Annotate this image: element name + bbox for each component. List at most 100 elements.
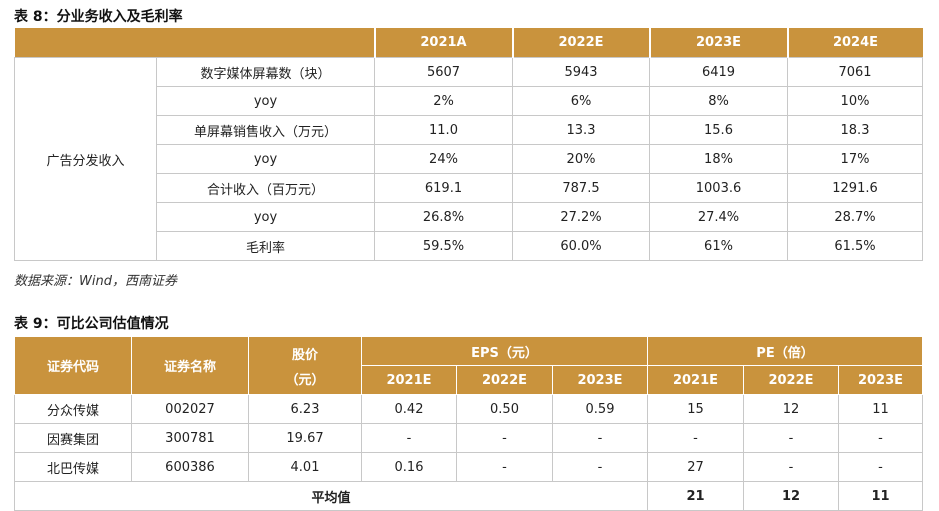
header-price-line2: （元） [285,372,325,388]
header-price: 股价 （元） [248,336,362,395]
header-2024e: 2024E [786,28,923,58]
cell: 13.3 [512,115,650,145]
table-row: 合计收入（百万元） 619.1 787.5 1003.6 1291.6 [15,173,923,203]
cell: 5943 [512,57,650,87]
company-code: 300781 [131,423,249,453]
cell: 10% [787,86,923,116]
cell: 5607 [374,57,513,87]
pe: 11 [837,394,924,424]
table-row: 因赛集团 300781 19.67 - - - - - - [14,423,924,453]
table-row: yoy 24% 20% 18% 17% [15,144,923,174]
company-code: 002027 [131,394,249,424]
header-year: 2023E [837,365,924,395]
eps: 0.16 [361,452,457,482]
pe: 15 [647,394,744,424]
header-year: 2023E [552,365,648,395]
row-label: 数字媒体屏幕数（块） [156,57,375,87]
eps: - [552,423,648,453]
header-year: 2021E [647,365,744,395]
pe: 27 [647,452,744,482]
average-label: 平均值 [14,481,648,511]
pe-average: 21 [647,481,744,511]
price: 4.01 [248,452,362,482]
eps: 0.59 [552,394,648,424]
cell: 27.4% [649,202,788,232]
header-pe: PE（倍） [646,336,924,366]
cell: 17% [787,144,923,174]
cell: 787.5 [512,173,650,203]
header-blank [14,28,375,58]
cell: 7061 [787,57,923,87]
table-row: 北巴传媒 600386 4.01 0.16 - - 27 - - [14,452,924,482]
group-label: 广告分发收入 [14,57,157,261]
row-label: 毛利率 [156,231,375,261]
table-header-row: 2021E 2022E 2023E 2021E 2022E 2023E [15,365,924,395]
price: 6.23 [248,394,362,424]
cell: 28.7% [787,202,923,232]
cell: 11.0 [374,115,513,145]
pe: 12 [743,394,839,424]
table-row: 毛利率 59.5% 60.0% 61% 61.5% [15,231,923,261]
cell: 6419 [649,57,788,87]
company-name: 分众传媒 [14,394,132,424]
header-year: 2022E [456,365,553,395]
table-header-row: 2021A 2022E 2023E 2024E [14,28,923,58]
table-row: yoy 26.8% 27.2% 27.4% 28.7% [15,202,923,232]
table-comparable-valuation: 证券代码 证券名称 股价 （元） EPS（元） PE（倍） 2021E 2022… [14,336,924,511]
cell: 59.5% [374,231,513,261]
cell: 61% [649,231,788,261]
header-2021a: 2021A [373,28,513,58]
eps: - [552,452,648,482]
cell: 6% [512,86,650,116]
company-name: 因赛集团 [14,423,132,453]
cell: 20% [512,144,650,174]
table-header-row: 证券代码 证券名称 股价 （元） EPS（元） PE（倍） [14,336,924,395]
row-label: yoy [156,144,375,174]
table8-title: 表 8：分业务收入及毛利率 [14,9,183,25]
eps: 0.50 [456,394,553,424]
pe: - [647,423,744,453]
table-row: 广告分发收入 数字媒体屏幕数（块） 5607 5943 6419 7061 [14,57,923,261]
cell: 1291.6 [787,173,923,203]
cell: 8% [649,86,788,116]
company-name: 北巴传媒 [14,452,132,482]
cell: 1003.6 [649,173,788,203]
eps: 0.42 [361,394,457,424]
cell: 619.1 [374,173,513,203]
table-business-revenue: 2021A 2022E 2023E 2024E 广告分发收入 数字媒体屏幕数（块… [14,28,923,261]
header-year: 2021E [361,365,457,395]
pe-average: 11 [837,481,924,511]
header-price-line1: 股价 [291,347,318,363]
header-2022e: 2022E [511,28,650,58]
data-source-note: 数据来源：Wind，西南证券 [14,274,177,289]
cell: 2% [374,86,513,116]
row-label: 合计收入（百万元） [156,173,375,203]
row-label: 单屏幕销售收入（万元） [156,115,375,145]
cell: 15.6 [649,115,788,145]
header-code: 证券代码 [14,336,132,395]
pe: - [837,452,924,482]
eps: - [456,452,553,482]
header-2023e: 2023E [648,28,788,58]
cell: 18% [649,144,788,174]
cell: 24% [374,144,513,174]
row-label: yoy [156,202,375,232]
header-name: 证券名称 [131,336,249,395]
cell: 27.2% [512,202,650,232]
price: 19.67 [248,423,362,453]
cell: 61.5% [787,231,923,261]
row-label: yoy [156,86,375,116]
pe-average: 12 [743,481,839,511]
pe: - [743,452,839,482]
pe: - [743,423,839,453]
average-row: 平均值 21 12 11 [14,481,924,511]
cell: 26.8% [374,202,513,232]
table-row: 单屏幕销售收入（万元） 11.0 13.3 15.6 18.3 [15,115,923,145]
eps: - [456,423,553,453]
pe: - [837,423,924,453]
eps: - [361,423,457,453]
cell: 60.0% [512,231,650,261]
header-year: 2022E [743,365,839,395]
header-eps: EPS（元） [361,336,648,366]
table-row: yoy 2% 6% 8% 10% [15,86,923,116]
